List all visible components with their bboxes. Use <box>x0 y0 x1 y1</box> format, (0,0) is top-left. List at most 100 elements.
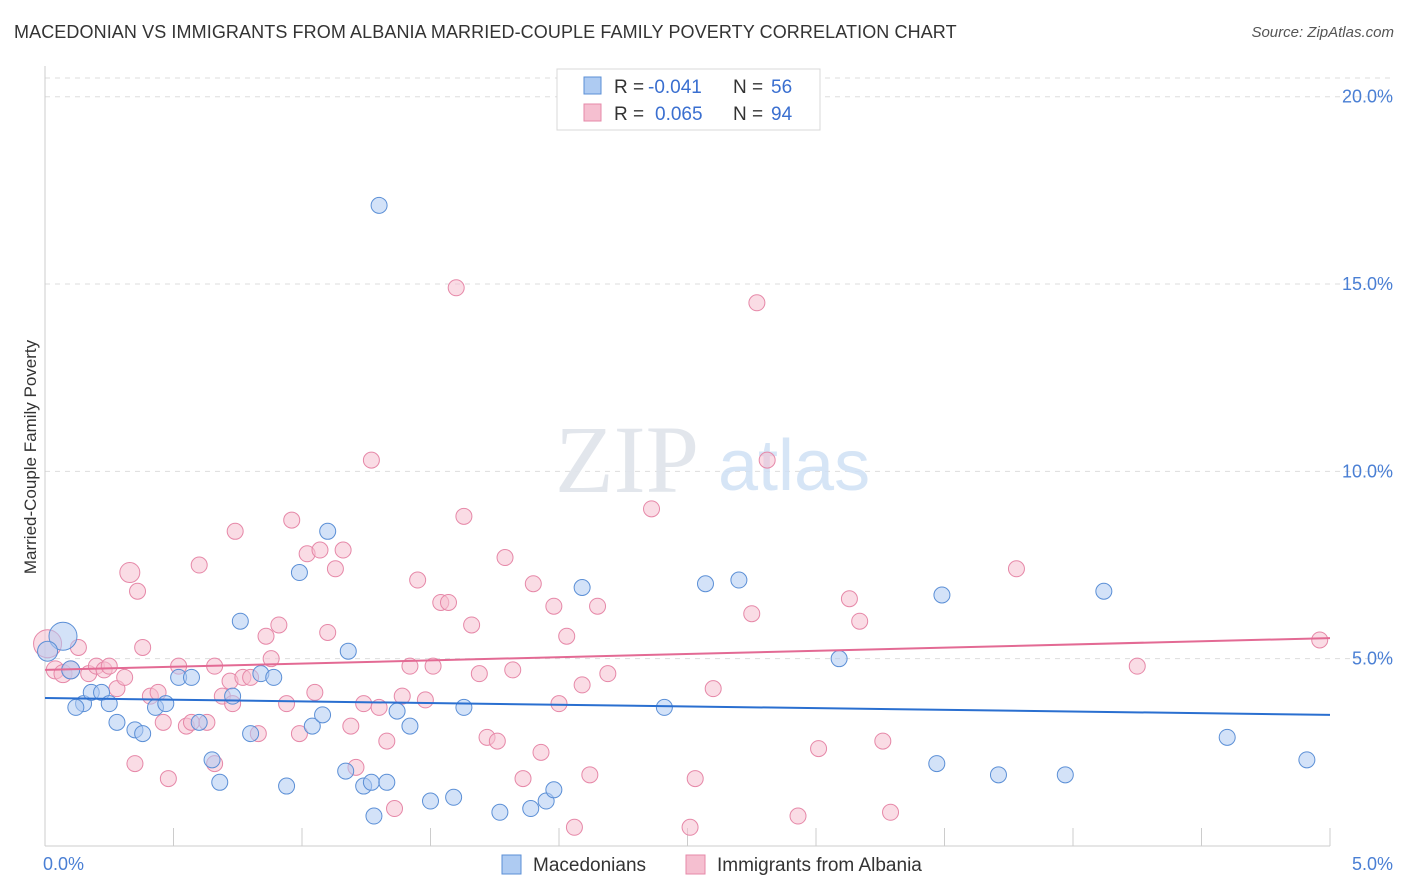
blue-point-43 <box>655 698 673 716</box>
pink-point-38 <box>311 541 329 559</box>
x-tick-label-0: 0.0% <box>43 854 84 874</box>
pink-point-26 <box>226 522 244 540</box>
blue-point-35 <box>422 792 439 810</box>
blue-point-46 <box>830 650 848 668</box>
trend-lines <box>44 637 1331 716</box>
pink-point-67 <box>545 597 563 615</box>
blue-point-0 <box>48 621 78 651</box>
pink-point-45 <box>362 451 380 469</box>
pink-point-80 <box>758 451 776 469</box>
blue-point-29 <box>362 773 380 791</box>
blue-point-13 <box>190 713 208 731</box>
pink-point-31 <box>262 650 280 668</box>
blue-point-49 <box>989 766 1007 784</box>
series-legend: Macedonians Immigrants from Albania <box>501 854 922 876</box>
axes <box>44 66 1331 847</box>
legend-r-value-blue: -0.041 <box>648 77 702 98</box>
pink-point-92 <box>129 582 147 600</box>
pink-point-51 <box>409 571 427 589</box>
pink-point-58 <box>463 616 481 634</box>
pink-point-11 <box>119 562 141 584</box>
blue-point-23 <box>303 717 321 735</box>
pink-point-8 <box>100 657 118 675</box>
blue-point-50 <box>1056 766 1074 784</box>
blue-point-30 <box>365 807 383 825</box>
blue-point-6 <box>108 713 126 731</box>
pink-point-57 <box>455 507 473 525</box>
pink-point-78 <box>743 605 761 623</box>
blue-point-22 <box>290 564 308 582</box>
pink-point-61 <box>488 732 506 750</box>
x-tick-labels: 0.0% 5.0% <box>43 854 1393 874</box>
blue-point-21 <box>278 777 296 795</box>
blue-point-18 <box>242 725 260 743</box>
blue-point-36 <box>445 788 463 806</box>
pink-point-69 <box>558 627 576 645</box>
blue-point-47 <box>933 586 951 604</box>
blue-point-17 <box>231 612 249 630</box>
pink-point-79 <box>748 294 766 312</box>
pink-point-41 <box>334 541 352 559</box>
pink-point-72 <box>581 766 599 784</box>
blue-point-54 <box>37 640 59 662</box>
pink-point-81 <box>789 807 807 825</box>
legend-r-label-pink: R = <box>614 104 644 125</box>
series-macedonians <box>37 196 1316 825</box>
blue-point-48 <box>928 755 946 773</box>
pink-point-62 <box>496 549 514 567</box>
blue-point-8 <box>134 725 152 743</box>
pink-point-63 <box>504 661 522 679</box>
grid-lines <box>45 77 1392 660</box>
pink-point-50 <box>401 657 419 675</box>
pink-point-37 <box>306 683 324 701</box>
blue-point-15 <box>211 773 229 791</box>
blue-point-38 <box>491 803 509 821</box>
pink-point-87 <box>1007 560 1025 578</box>
pink-point-66 <box>532 743 550 761</box>
pink-point-16 <box>154 713 172 731</box>
y-axis-label: Married-Couple Family Poverty <box>21 339 40 574</box>
pink-point-88 <box>1128 657 1146 675</box>
y-tick-label-20: 20.0% <box>1342 87 1393 107</box>
chart-title: MACEDONIAN VS IMMIGRANTS FROM ALBANIA MA… <box>14 22 957 42</box>
series-legend-label-macedonians: Macedonians <box>533 855 646 876</box>
blue-point-44 <box>696 575 714 593</box>
pink-point-40 <box>326 560 344 578</box>
pink-point-77 <box>704 680 722 698</box>
pink-point-33 <box>278 695 296 713</box>
series-legend-swatch-blue <box>501 854 522 875</box>
watermark-zip: ZIP <box>555 406 699 513</box>
pink-point-34 <box>283 511 301 529</box>
blue-point-37 <box>455 698 473 716</box>
svg-text:R =: R = <box>614 77 644 98</box>
legend-r-value-pink: 0.065 <box>655 104 703 125</box>
blue-point-52 <box>1218 728 1236 746</box>
series-legend-swatch-pink <box>685 854 706 875</box>
pink-point-47 <box>378 732 396 750</box>
blue-point-26 <box>337 762 355 780</box>
watermark: ZIP atlas <box>555 406 870 513</box>
legend-swatch-blue <box>583 76 602 95</box>
pink-point-42 <box>342 717 360 735</box>
pink-point-65 <box>524 575 542 593</box>
pink-point-86 <box>882 803 900 821</box>
pink-trend-line <box>44 637 1331 671</box>
pink-point-59 <box>470 665 488 683</box>
pink-point-21 <box>190 556 208 574</box>
pink-point-55 <box>439 593 457 611</box>
blue-point-32 <box>378 773 396 791</box>
series-legend-label-albania: Immigrants from Albania <box>717 855 922 876</box>
y-tick-labels: 5.0% 10.0% 15.0% 20.0% <box>1342 87 1393 669</box>
blue-point-34 <box>401 717 419 735</box>
pink-point-84 <box>851 612 869 630</box>
pink-point-85 <box>874 732 892 750</box>
pink-point-30 <box>257 627 275 645</box>
blue-point-16 <box>224 687 242 705</box>
blue-point-53 <box>1298 751 1316 769</box>
x-tick-label-5: 5.0% <box>1352 854 1393 874</box>
legend-swatch-pink <box>583 103 602 122</box>
blue-point-51 <box>1095 582 1113 600</box>
blue-point-14 <box>203 751 221 769</box>
pink-point-17 <box>159 770 177 788</box>
